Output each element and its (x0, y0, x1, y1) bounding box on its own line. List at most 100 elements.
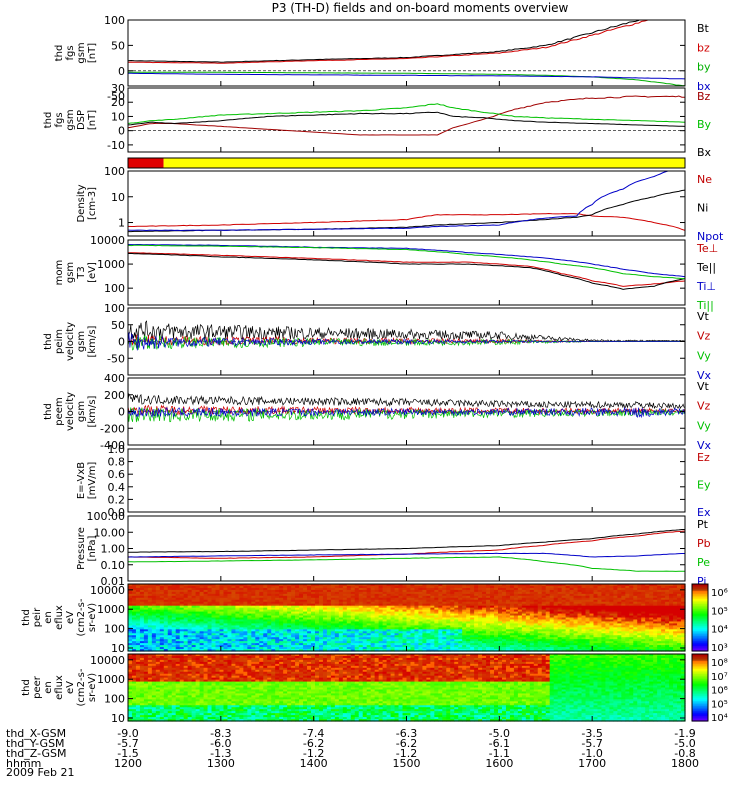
spectrogram-cell (374, 609, 380, 613)
spectrogram-cell (513, 625, 519, 628)
spectrogram-cell (406, 597, 412, 601)
spectrogram-cell (271, 627, 276, 630)
spectrogram-cell (434, 611, 439, 615)
spectrogram-cell (517, 603, 523, 607)
spectrogram-cell (279, 601, 284, 605)
spectrogram-cell (259, 611, 264, 615)
spectrogram-cell (215, 587, 221, 591)
spectrogram-cell (490, 627, 495, 630)
spectrogram-cell (259, 645, 264, 648)
spectrogram-cell (139, 584, 145, 587)
spectrogram-cell (203, 637, 209, 640)
spectrogram-cell (139, 613, 145, 617)
spectrogram-cell (410, 593, 416, 597)
spectrogram-cell (227, 603, 233, 607)
spectrogram-cell (267, 605, 272, 609)
spectrogram-cell (366, 637, 372, 640)
spectrogram-cell (215, 631, 221, 634)
spectrogram-cell (223, 635, 229, 638)
spectrogram-cell (378, 631, 384, 634)
spectrogram-cell (199, 629, 205, 632)
spectrogram-cell (239, 603, 244, 607)
spectrogram-cell (537, 599, 543, 603)
spectrogram-cell (283, 649, 288, 652)
spectrogram-cell (458, 645, 463, 648)
spectrogram-cell (239, 589, 244, 593)
spectrogram-cell (231, 625, 237, 628)
spectrogram-cell (227, 599, 233, 603)
spectrogram-cell (159, 649, 165, 652)
spectrogram-cell (143, 599, 149, 603)
spectrogram-cell (207, 629, 213, 632)
spectrogram-cell (378, 613, 384, 617)
spectrogram-cell (314, 645, 320, 648)
spectrogram-cell (370, 605, 376, 609)
spectrogram-cell (418, 593, 424, 597)
spectrogram-cell (470, 609, 475, 613)
spectrogram-cell (219, 597, 225, 601)
spectrogram-cell (486, 603, 491, 607)
spectrogram-cell (450, 627, 455, 630)
spectrogram-cell (334, 585, 340, 589)
spectrogram-cell (490, 625, 495, 628)
spectrogram-cell (366, 593, 372, 597)
spectrogram-cell (398, 639, 404, 642)
spectrogram-cell (505, 595, 511, 599)
spectrogram-cell (370, 631, 376, 634)
spectrogram-cell (470, 584, 475, 587)
spectrogram-cell (231, 595, 237, 599)
spectrogram-cell (151, 631, 157, 634)
spectrogram-cell (191, 595, 197, 599)
spectrogram-cell (147, 584, 153, 587)
spectrogram-cell (442, 605, 447, 609)
spectrogram-cell (235, 591, 240, 595)
spectrogram-cell (243, 605, 248, 609)
spectrogram-cell (482, 639, 487, 642)
spectrogram-cell (255, 631, 260, 634)
spectrogram-cell (366, 635, 372, 638)
spectrogram-cell (175, 605, 181, 609)
y-tick-label: 0.01 (101, 575, 126, 588)
spectrogram-cell (279, 597, 284, 601)
spectrogram-cell (434, 623, 439, 626)
spectrogram-cell (326, 584, 332, 587)
spectrogram-cell (382, 585, 388, 589)
spectrogram-cell (434, 584, 439, 587)
spectrogram-cell (167, 589, 173, 593)
spectrogram-cell (167, 613, 173, 617)
spectrogram-cell (303, 607, 308, 611)
spectrogram-cell (223, 625, 229, 628)
spectrogram-cell (219, 633, 225, 636)
spectrogram-cell (438, 639, 443, 642)
spectrogram-cell (131, 615, 137, 619)
spectrogram-cell (183, 627, 189, 630)
spectrogram-cell (139, 601, 145, 605)
spectrogram-cell (211, 627, 217, 630)
spectrogram-cell (267, 584, 272, 587)
spectrogram-cell (430, 629, 435, 632)
spectrogram-cell (446, 599, 451, 603)
spectrogram-cell (382, 603, 388, 607)
spectrogram-cell (490, 591, 495, 595)
spectrogram-cell (366, 601, 372, 605)
spectrogram-cell (454, 584, 459, 587)
spectrogram-cell (474, 631, 479, 634)
spectrogram-cell (267, 617, 272, 621)
spectrogram-cell (299, 631, 304, 634)
spectrogram-cell (223, 591, 229, 595)
y-axis-label: velocity (65, 322, 76, 361)
spectrogram-cell (135, 643, 141, 646)
spectrogram-cell (529, 591, 535, 595)
spectrogram-cell (128, 639, 133, 642)
spectrogram-cell (295, 609, 300, 613)
spectrogram-cell (533, 617, 539, 621)
spectrogram-cell (143, 589, 149, 593)
spectrogram-cell (255, 623, 260, 626)
spectrogram-cell (498, 605, 503, 609)
spectrogram-cell (171, 605, 177, 609)
spectrogram-cell (362, 589, 368, 593)
spectrogram-cell (386, 645, 392, 648)
spectrogram-cell (406, 599, 412, 603)
spectrogram-cell (243, 584, 248, 587)
